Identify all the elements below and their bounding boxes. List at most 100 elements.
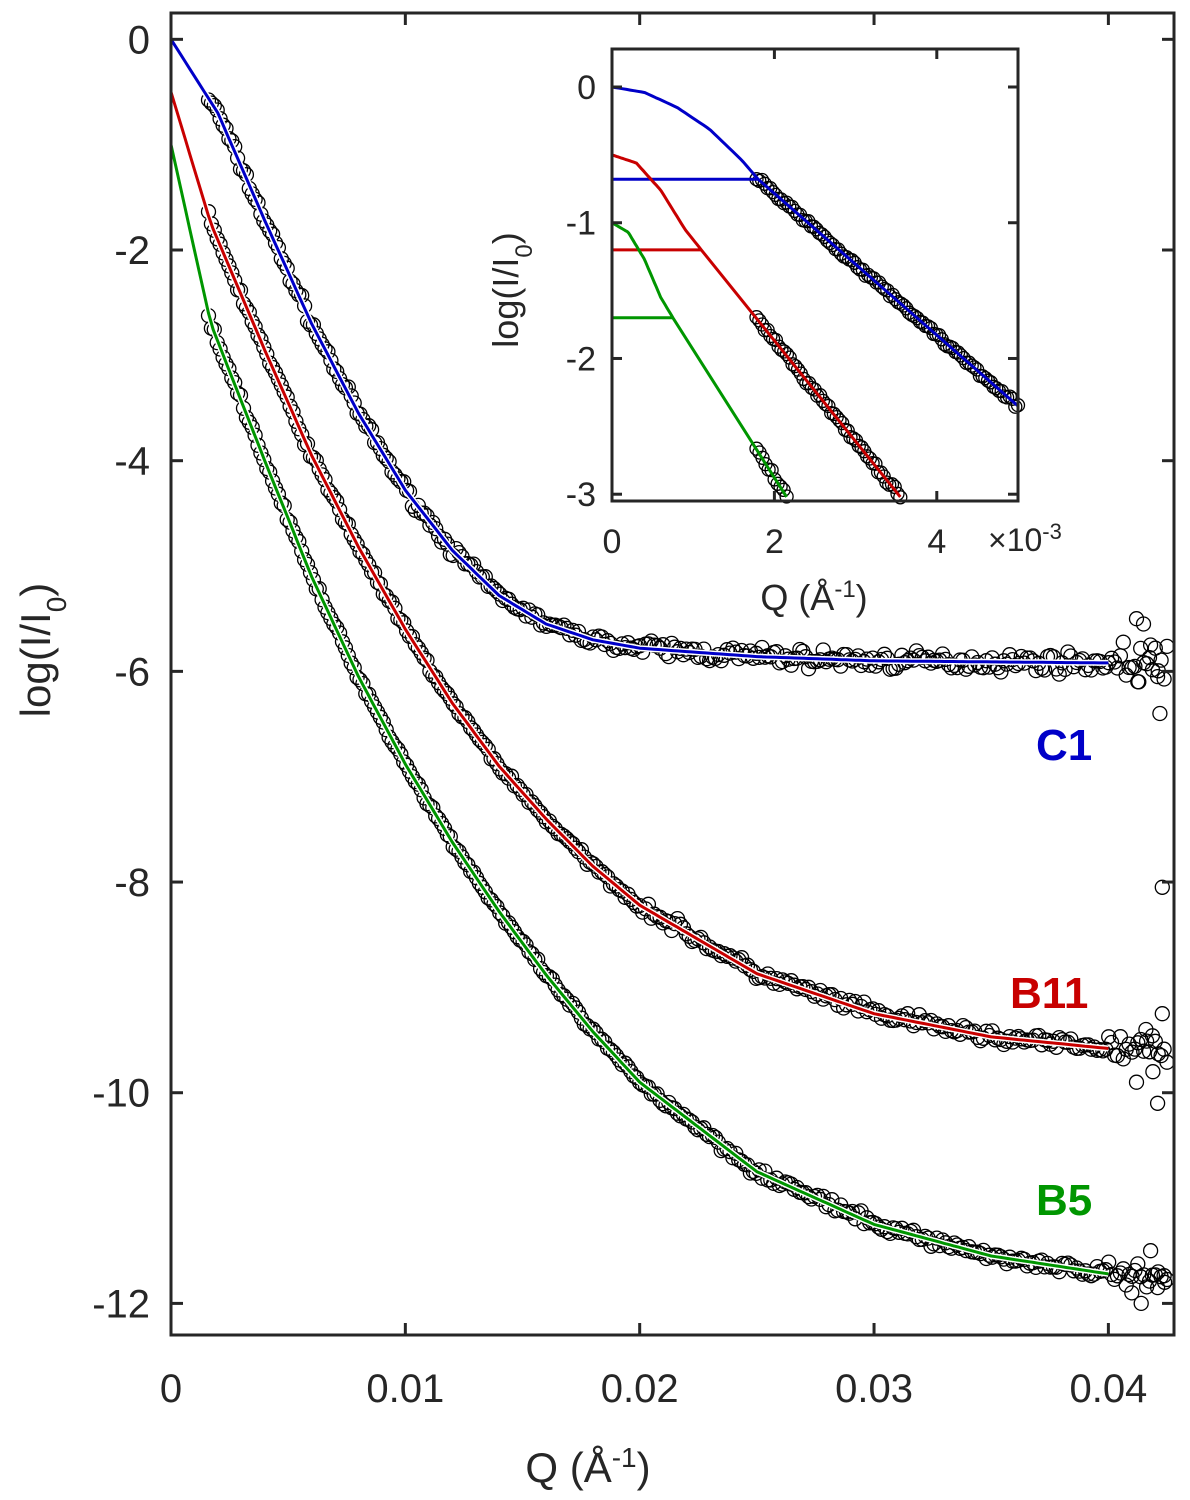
fit-line-c1 (169, 38, 1109, 665)
inset-fit-line-b5 (611, 221, 788, 498)
data-point-c1 (1127, 658, 1143, 675)
inset-data-point-b11 (807, 382, 822, 397)
data-point-b11 (492, 761, 508, 777)
data-point-b11 (745, 963, 761, 980)
data-point-b5 (541, 969, 558, 985)
main-y-axis-title: log(I/I0) (12, 583, 72, 718)
inset-axis-ticks: 0 2 4 0 -1 -2 -3 (566, 49, 1018, 561)
inset-data-point-b11 (846, 431, 861, 446)
data-point-b5 (699, 1126, 715, 1142)
data-point-c1 (1131, 674, 1147, 690)
data-point-c1 (1115, 634, 1131, 650)
inset-data-point-c1 (945, 340, 960, 356)
series-label-b11: B11 (1010, 969, 1088, 1018)
main-x-axis-title: Q (Å-1) (525, 1442, 650, 1492)
data-point-b5 (1136, 1267, 1152, 1283)
data-point-b5 (608, 1047, 625, 1064)
inset-data-point-c1 (953, 348, 968, 363)
data-point-c1 (891, 656, 907, 672)
data-point-b5 (675, 1106, 692, 1123)
data-point-b5 (1115, 1261, 1131, 1277)
inset-data-point-b11 (771, 339, 786, 354)
data-point-b11 (1130, 1035, 1146, 1051)
inset-data-point-b11 (851, 438, 866, 454)
inset-x-tick-label: 2 (765, 523, 784, 561)
inset-data-point-b11 (782, 350, 797, 365)
y-tick-label: -8 (114, 861, 150, 905)
inset-y-tick-label: -3 (566, 476, 596, 514)
data-point-b5 (550, 982, 566, 998)
main-axis-ticks: 0 0.01 0.02 0.03 0.040-2-4-6-8-10-12 (92, 13, 1174, 1411)
data-point-b5 (448, 841, 464, 857)
data-point-b5 (605, 1044, 622, 1060)
inset-data-point-b11 (821, 398, 836, 414)
inset-data-point-b11 (785, 357, 800, 372)
data-point-c1 (946, 657, 962, 674)
inset-data-point-c1 (1008, 399, 1023, 414)
data-point-c1 (483, 578, 499, 594)
data-point-b5 (413, 782, 429, 798)
data-point-b11 (565, 836, 581, 852)
inset-y-axis-title: log(I/I0) (485, 232, 538, 347)
data-point-b5 (500, 915, 517, 931)
inset-data-point-b11 (788, 358, 803, 374)
data-point-c1 (410, 497, 426, 514)
data-point-c1 (355, 411, 371, 428)
inset-data-point-c1 (768, 187, 783, 203)
inset-data-point-c1 (893, 296, 909, 311)
inset-data-point-c1 (910, 310, 925, 326)
data-point-b11 (559, 831, 575, 847)
data-point-b5 (1133, 1295, 1149, 1312)
x-tick-label: 0.01 (366, 1367, 444, 1411)
inset-data-point-c1 (779, 195, 794, 210)
fit-line-b11 (169, 91, 1109, 1050)
data-point-b5 (602, 1041, 619, 1058)
y-tick-label: -4 (114, 440, 150, 484)
series-label-c1: C1 (1036, 721, 1092, 770)
data-point-b11 (323, 485, 339, 501)
inset-data-point-c1 (896, 298, 911, 313)
data-point-b11 (407, 636, 423, 653)
data-point-b11 (1133, 1031, 1149, 1048)
y-tick-label: -6 (114, 650, 150, 694)
data-point-b5 (1127, 1262, 1143, 1279)
data-point-c1 (1112, 648, 1129, 664)
data-point-c1 (1051, 666, 1067, 682)
data-point-b11 (358, 552, 374, 568)
data-point-b11 (556, 828, 572, 844)
data-point-b5 (1142, 1243, 1159, 1259)
data-point-c1 (436, 531, 453, 547)
y-tick-label: -12 (92, 1282, 150, 1326)
inset-data-point-b11 (835, 415, 850, 431)
data-point-b11 (567, 840, 584, 856)
data-point-c1 (1133, 640, 1149, 657)
data-point-b11 (1149, 1095, 1166, 1111)
inset-y-tick-label: -2 (566, 340, 596, 378)
data-point-b5 (407, 773, 423, 790)
data-point-b11 (1138, 1033, 1155, 1049)
inset-y-tick-label: -1 (566, 205, 596, 243)
data-point-b5 (1118, 1277, 1134, 1293)
y-tick-label: -2 (114, 229, 150, 273)
inset-plot-frame (610, 47, 1020, 503)
data-point-b11 (1138, 1021, 1154, 1038)
inset-data-point-c1 (967, 360, 982, 375)
data-point-c1 (1135, 616, 1152, 632)
data-point-b11 (570, 844, 587, 860)
inset-data-point-b11 (879, 475, 894, 490)
main-plot-fits (168, 37, 1109, 1277)
inset-data-point-b5 (779, 489, 794, 504)
inset-data-point-b5 (755, 450, 770, 465)
inset-data-point-c1 (784, 199, 800, 215)
data-point-b11 (1136, 1043, 1152, 1059)
inset-background (612, 49, 1018, 501)
data-point-c1 (1142, 637, 1159, 653)
inset-data-point-c1 (920, 319, 936, 334)
data-point-b5 (1124, 1285, 1140, 1301)
inset-data-point-b5 (776, 482, 791, 498)
inset-data-point-b11 (749, 310, 764, 325)
data-point-b11 (1145, 1064, 1161, 1080)
data-point-b5 (512, 932, 528, 948)
